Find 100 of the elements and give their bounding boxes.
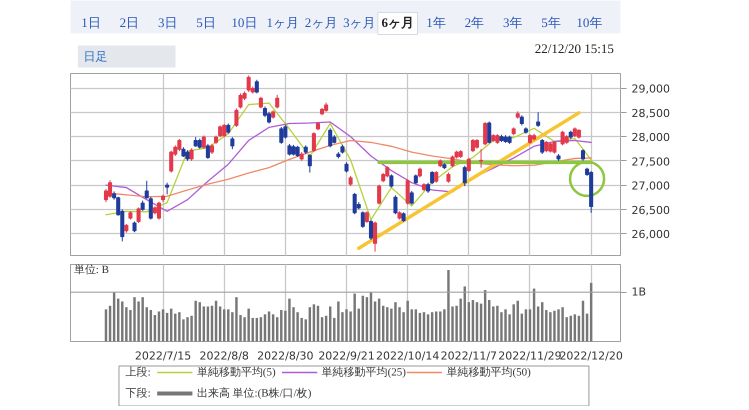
bar [472, 300, 474, 342]
x-tick-label: 2022/9/21 [318, 350, 375, 362]
bar [328, 306, 332, 342]
bar [158, 311, 160, 342]
candlestick [495, 134, 500, 144]
bar [129, 310, 132, 342]
bar [104, 309, 108, 342]
candlestick [198, 138, 202, 150]
candlestick [279, 126, 284, 144]
bar [170, 308, 172, 342]
candlestick [312, 132, 316, 153]
candlestick [194, 136, 198, 148]
bar [524, 309, 528, 342]
candlestick [328, 128, 332, 148]
candlestick [414, 174, 418, 185]
candlestick [226, 122, 230, 134]
text: 6ヶ月 [381, 15, 414, 30]
candlestick [466, 157, 471, 173]
bar [272, 314, 274, 342]
legend-title: 下段: [126, 388, 151, 400]
candlestick [254, 79, 259, 94]
candlestick [234, 108, 238, 128]
bar [320, 317, 324, 342]
bar [260, 317, 262, 342]
candlestick [373, 221, 378, 252]
bar [362, 296, 364, 342]
y-tick-label: 26,000 [632, 228, 670, 242]
chart-subtitle: 22/12/20 15:15 [534, 41, 614, 56]
bar [137, 301, 140, 342]
candlestick [275, 94, 280, 109]
candlestick [544, 140, 548, 153]
candlestick [352, 192, 357, 215]
bar [256, 318, 258, 342]
text: 日足 [84, 50, 108, 64]
bar [418, 312, 422, 342]
y-tick-label: 27,500 [632, 155, 670, 168]
bar [430, 312, 434, 342]
bar [516, 300, 519, 342]
text: 10年 [576, 15, 602, 30]
candlestick [202, 135, 206, 150]
candlestick [389, 174, 394, 188]
candlestick [308, 154, 312, 174]
bar [150, 310, 152, 342]
x-tick-label: 2022/8/30 [257, 350, 314, 362]
bar [464, 286, 466, 342]
text: 5年 [541, 15, 561, 30]
candlestick [462, 165, 467, 187]
text: 3日 [158, 15, 178, 30]
bar [374, 301, 376, 342]
candlestick [470, 138, 475, 153]
bar [378, 298, 380, 342]
bar [121, 301, 124, 342]
bar [549, 312, 552, 342]
x-tick-label: 2022/11/7 [440, 350, 498, 362]
bar [268, 311, 270, 342]
bar [312, 304, 316, 342]
bar [434, 311, 438, 342]
bar [553, 310, 556, 342]
candlestick [132, 221, 137, 233]
bar [512, 304, 515, 342]
candlestick [177, 138, 182, 152]
candlestick [344, 162, 349, 174]
text: 10日 [231, 15, 258, 30]
candlestick [393, 194, 398, 215]
x-tick-label: 2022/10/14 [376, 350, 440, 362]
candlestick [258, 96, 263, 109]
candlestick [434, 170, 438, 184]
bar [296, 312, 299, 342]
x-tick-label: 2022/7/15 [134, 350, 192, 362]
bar [141, 297, 144, 342]
bar [235, 297, 238, 342]
bar [227, 309, 230, 342]
bar [574, 314, 576, 342]
bar [447, 270, 450, 342]
candlestick [487, 121, 492, 144]
candlestick [474, 138, 480, 150]
legend-label: 単純移動平均(5) [196, 366, 276, 378]
bar [202, 306, 206, 342]
candlestick [206, 143, 210, 160]
candlestick [410, 190, 414, 206]
bar [198, 302, 201, 342]
bar [439, 311, 442, 342]
candlestick [360, 210, 365, 228]
y-tick-label: 26,500 [632, 204, 670, 217]
y-tick-label: 28,000 [632, 131, 670, 144]
bar [561, 307, 564, 342]
bar [590, 282, 592, 342]
bar [484, 290, 486, 342]
candlestick [291, 144, 296, 156]
bar [578, 316, 580, 342]
bar [247, 308, 250, 342]
candlestick [246, 74, 251, 92]
candlestick [402, 212, 406, 223]
bar [178, 312, 181, 342]
line-series [105, 121, 592, 212]
candlestick [156, 201, 161, 220]
bar [166, 312, 168, 342]
bar [308, 307, 312, 342]
bar [406, 300, 409, 342]
candlestick [324, 102, 328, 112]
